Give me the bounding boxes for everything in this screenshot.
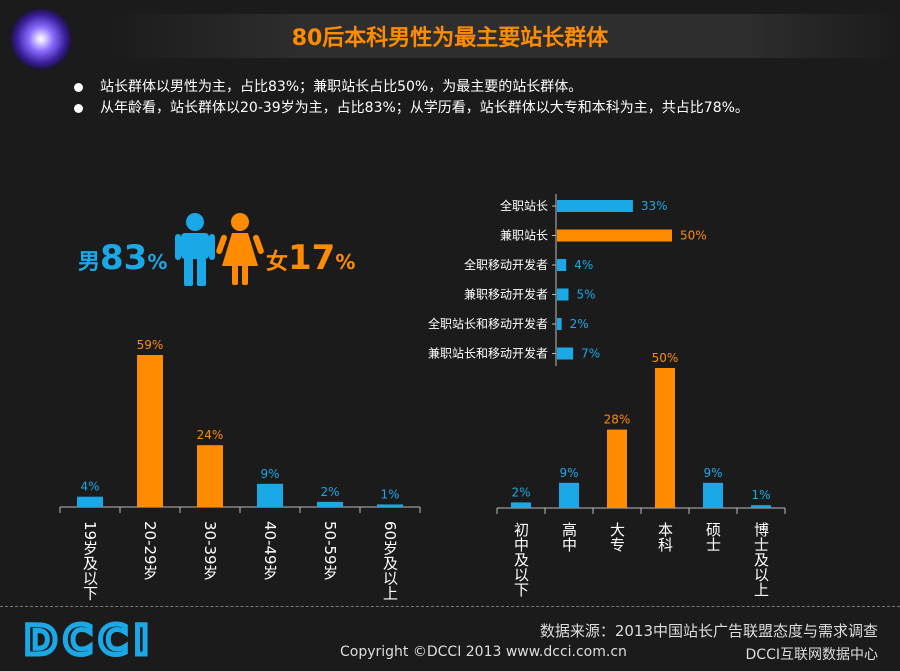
employment-value-label: 33% <box>641 199 668 213</box>
education-chart: 2% 初中及以下 9% 高中 28% 大专 50% 本科 9% 硕士 1% 博士及以上 <box>496 351 786 597</box>
age-bar <box>317 501 343 507</box>
education-bar <box>607 429 627 508</box>
education-value-label: 2% <box>511 485 530 499</box>
male-figure-icon <box>175 213 215 286</box>
employment-bar <box>557 259 567 271</box>
education-category-label: 初中及以下 <box>512 522 530 597</box>
summary-text: 从年龄看，站长群体以20-39岁为主，占比83%；从学历看，站长群体以大专和本科… <box>100 100 749 116</box>
age-value-label: 2% <box>320 485 339 499</box>
education-bar <box>511 502 531 508</box>
decorative-star-icon <box>10 8 72 70</box>
education-category-label: 大专 <box>608 522 626 552</box>
org-name: DCCI互联网数据中心 <box>745 647 878 663</box>
age-value-label: 4% <box>80 480 99 494</box>
age-category-label: 50-59岁 <box>321 521 339 580</box>
copyright: Copyright ©DCCI 2013 www.dcci.com.cn <box>340 644 627 660</box>
education-category-label: 高中 <box>560 522 578 552</box>
employment-value-label: 7% <box>581 347 600 361</box>
dcci-logo-icon: DCCI <box>24 620 155 660</box>
education-value-label: 28% <box>604 413 631 427</box>
age-bar <box>257 483 283 507</box>
female-share: 女17% <box>266 238 355 278</box>
employment-bar <box>557 347 574 360</box>
education-bar <box>751 505 771 508</box>
education-value-label: 1% <box>751 488 770 502</box>
female-percent-sign: % <box>335 250 356 274</box>
employment-category-label: 兼职移动开发者 <box>464 287 548 302</box>
footer: DCCI 数据来源：2013中国站长广告联盟态度与需求调查 Copyright … <box>0 606 900 671</box>
age-value-label: 59% <box>137 338 164 352</box>
age-value-label: 1% <box>380 487 399 501</box>
education-category-label: 硕士 <box>704 522 722 552</box>
employment-value-label: 4% <box>574 258 593 272</box>
summary-bullets: 站长群体以男性为主，占比83%；兼职站长占比50%，为最主要的站长群体。 从年龄… <box>72 78 852 120</box>
age-category-label: 30-39岁 <box>201 521 219 580</box>
age-bar <box>377 504 403 507</box>
employment-value-label: 50% <box>680 229 707 243</box>
education-category-label: 本科 <box>656 522 674 552</box>
employment-bar <box>557 288 569 301</box>
footer-divider <box>0 606 900 607</box>
employment-value-label: 2% <box>570 317 589 331</box>
summary-text: 站长群体以男性为主，占比83%；兼职站长占比50%，为最主要的站长群体。 <box>100 79 583 95</box>
employment-bar <box>557 200 633 212</box>
age-chart: 4% 19岁及以下 59% 20-29岁 24% 30-39岁 9% 40-49岁 2% 50-5… <box>59 338 421 600</box>
employment-category-label: 全职移动开发者 <box>464 257 548 272</box>
title-band <box>0 14 900 58</box>
employment-type-chart: 全职站长 33% 兼职站长 50% 全职移动开发者 4% 兼职移动开发者 5% 全职站长和移动开… <box>428 194 707 366</box>
female-figure-icon <box>216 213 264 285</box>
employment-bar <box>557 229 672 242</box>
education-value-label: 50% <box>652 351 679 365</box>
employment-category-label: 全职站长和移动开发者 <box>428 316 548 331</box>
employment-bar <box>557 318 562 330</box>
employment-value-label: 5% <box>577 288 596 302</box>
education-bar <box>703 482 723 508</box>
employment-category-label: 全职站长 <box>500 198 548 213</box>
bullet-dot-icon <box>74 104 83 113</box>
logo-text: DCCI <box>24 620 155 660</box>
age-bar <box>137 355 163 507</box>
page-title: 80后本科男性为最主要站长群体 <box>291 26 609 51</box>
data-source: 数据来源：2013中国站长广告联盟态度与需求调查 <box>539 622 878 640</box>
age-category-label: 20-29岁 <box>141 521 159 580</box>
education-bar <box>559 482 579 508</box>
female-label: 女 <box>266 250 289 275</box>
education-category-label: 博士及以上 <box>752 522 770 597</box>
education-value-label: 9% <box>703 466 722 480</box>
education-bar <box>655 368 675 508</box>
age-category-label: 60岁及以上 <box>381 521 399 600</box>
age-category-label: 19岁及以下 <box>81 521 99 600</box>
summary-bullet: 站长群体以男性为主，占比83%；兼职站长占比50%，为最主要的站长群体。 <box>72 78 852 97</box>
male-share: 男83% <box>78 238 167 278</box>
age-bar <box>77 496 103 507</box>
age-value-label: 9% <box>260 467 279 481</box>
female-percent: 17 <box>288 238 336 278</box>
age-bar <box>197 445 223 507</box>
education-value-label: 9% <box>559 466 578 480</box>
male-label: 男 <box>78 250 101 275</box>
age-value-label: 24% <box>197 428 224 442</box>
age-category-label: 40-49岁 <box>261 521 279 580</box>
male-percent: 83 <box>100 238 148 278</box>
summary-bullet: 从年龄看，站长群体以20-39岁为主，占比83%；从学历看，站长群体以大专和本科… <box>72 99 852 118</box>
bullet-dot-icon <box>74 83 83 92</box>
employment-category-label: 兼职站长 <box>500 229 548 243</box>
employment-category-label: 兼职站长和移动开发者 <box>428 346 548 361</box>
male-percent-sign: % <box>147 250 168 274</box>
